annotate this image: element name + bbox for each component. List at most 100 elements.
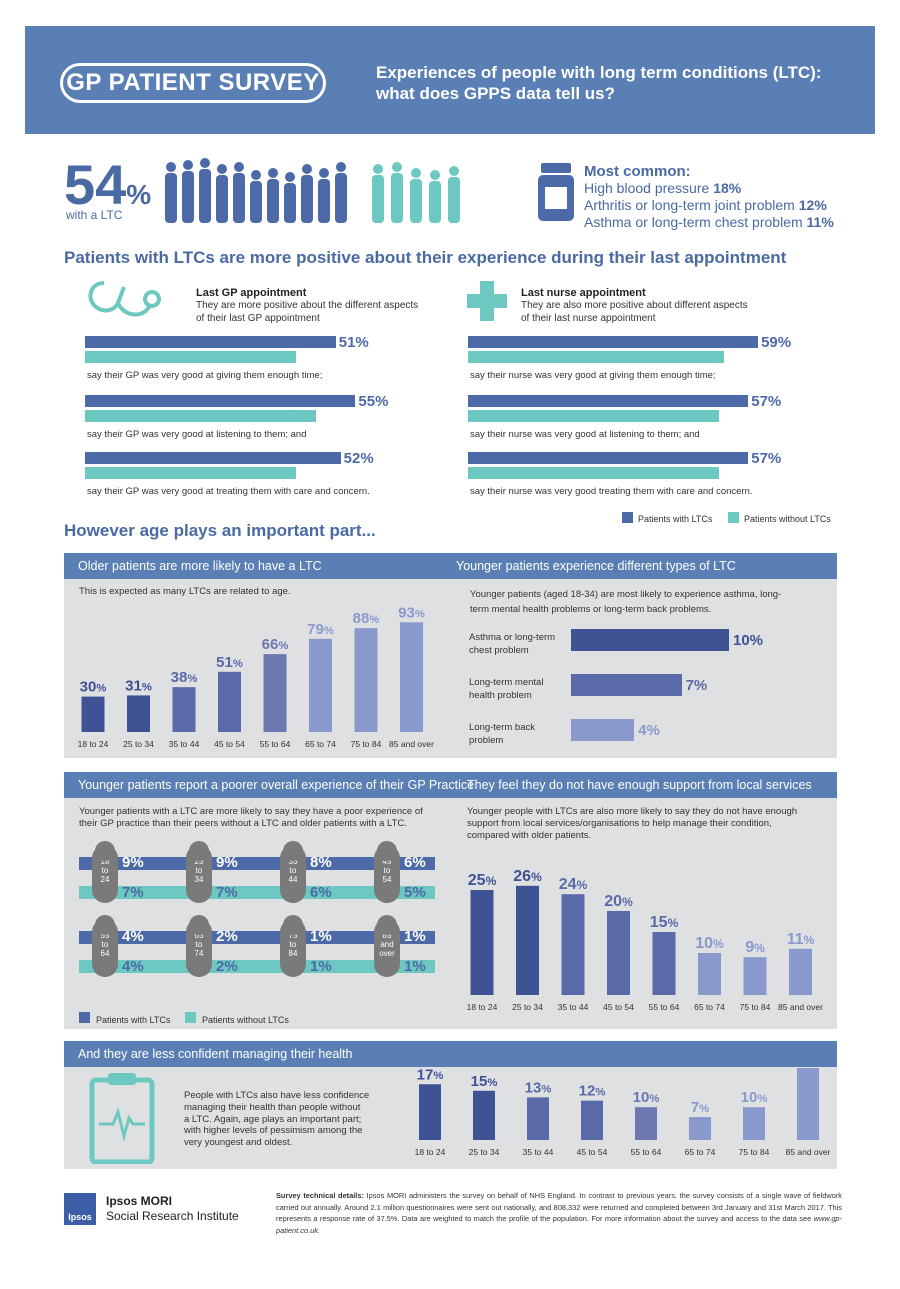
clipboard-heartbeat-icon xyxy=(89,1073,155,1164)
confidence-by-age-chart: 17% 18 to 24 15% 25 to 34 13% 35 to 44 12% 45 t… xyxy=(415,1068,830,1157)
person-icon xyxy=(392,162,402,172)
with-ltc-value: 6% xyxy=(404,854,426,871)
age-label: 18 to 24 xyxy=(467,1002,498,1012)
technical-details: Survey technical details: Ipsos MORI adm… xyxy=(276,1191,842,1235)
age-label: 25 to 34 xyxy=(469,1147,500,1157)
bar-value: 10% xyxy=(741,1089,768,1106)
nurse-section-title: Last nurse appointment xyxy=(521,287,646,299)
without-ltc-value: 6% xyxy=(310,884,332,901)
person-icon xyxy=(200,158,210,168)
ltc-type-bar xyxy=(571,629,729,651)
age-label: 65 to 74 xyxy=(305,739,336,749)
age-bar xyxy=(172,687,196,732)
nurse-section-text: They are also more positive about differ… xyxy=(521,300,748,324)
bar-caption: say their GP was very good at listening … xyxy=(87,429,307,440)
age-label: 55 to 64 xyxy=(649,1002,680,1012)
age-label: 45 to 54 xyxy=(603,1002,634,1012)
gp-section-text: They are more positive about the differe… xyxy=(196,300,419,324)
age-label: 55 to 64 xyxy=(260,739,291,749)
with-ltc-value: 59% xyxy=(761,334,792,351)
ltc-type-value: 4% xyxy=(638,722,660,739)
stethoscope-icon xyxy=(88,281,161,317)
age-bar xyxy=(309,638,332,732)
person-icon xyxy=(318,179,330,223)
bar-value: 26% xyxy=(513,868,542,885)
age-bar xyxy=(470,890,494,995)
without-ltc-bar xyxy=(468,410,719,422)
ltc-type-bar xyxy=(571,719,635,741)
bar-value: 25% xyxy=(468,872,497,889)
age-label: 18 to 24 xyxy=(415,1147,446,1157)
bar-value: 31% xyxy=(125,677,152,694)
with-ltc-value: 1% xyxy=(404,928,426,945)
person-head-icon xyxy=(283,915,303,935)
age-bar xyxy=(516,885,539,995)
with-ltc-bar xyxy=(468,452,749,464)
person-icon xyxy=(449,166,459,176)
bar-value: 88% xyxy=(353,610,380,627)
bar-value: 17% xyxy=(417,1068,444,1083)
age-bar xyxy=(354,628,378,732)
ltc-type-label: Long-term back problem xyxy=(469,722,536,746)
age-label: 85 and over xyxy=(389,739,434,749)
bar-value: 30% xyxy=(80,679,107,696)
person-icon xyxy=(216,175,228,223)
age-bar xyxy=(607,911,630,995)
age-label: 25 to 34 xyxy=(123,739,154,749)
person-head-icon xyxy=(283,841,303,861)
with-ltc-bar xyxy=(85,395,356,407)
person-icon xyxy=(182,171,194,223)
person-head-icon xyxy=(95,841,115,861)
bar-value: 93% xyxy=(398,604,425,621)
most-common-item: Asthma or long-term chest problem 11% xyxy=(584,214,834,230)
age-bar xyxy=(743,957,767,995)
bar-value: 24% xyxy=(559,876,588,893)
with-ltc-value: 9% xyxy=(122,854,144,871)
person-icon xyxy=(217,164,227,174)
age-label: 35 to 44 xyxy=(558,1002,589,1012)
without-ltc-value: 51% xyxy=(688,465,719,482)
person-icon xyxy=(411,168,421,178)
person-icon xyxy=(429,181,441,223)
younger-types-text: Younger patients (aged 18-34) are most l… xyxy=(470,589,782,615)
legend-without-ltc-swatch xyxy=(728,512,739,523)
age-bar xyxy=(473,1090,495,1140)
without-ltc-value: 43% xyxy=(266,349,297,366)
with-ltc-bar xyxy=(85,336,336,348)
bar-value: 13% xyxy=(525,1079,552,1096)
without-ltc-value: 47% xyxy=(286,408,317,425)
age-label: 35 to 44 xyxy=(169,739,200,749)
most-common-item: High blood pressure 18% xyxy=(584,180,742,196)
older-panel-header: Older patients are more likely to have a… xyxy=(64,553,837,579)
with-ltc-value: 4% xyxy=(122,928,144,945)
person-icon xyxy=(183,160,193,170)
bar-caption: say their nurse was very good treating t… xyxy=(470,486,753,497)
person-icon xyxy=(391,173,403,223)
person-icon xyxy=(166,162,176,172)
people-silhouettes-teal-icon xyxy=(372,162,460,223)
bar-value: 15% xyxy=(471,1073,498,1090)
bar-caption: say their GP was very good at treating t… xyxy=(87,486,370,497)
support-panel-text: Younger people with LTCs are also more l… xyxy=(467,806,798,841)
person-icon xyxy=(301,175,313,223)
age-bar xyxy=(689,1117,711,1140)
person-icon xyxy=(268,168,278,178)
older-panel-text: This is expected as many LTCs are relate… xyxy=(79,586,291,597)
with-ltc-value: 8% xyxy=(310,854,332,871)
without-ltc-value: 4% xyxy=(122,958,144,975)
age-label: 75 to 84 xyxy=(739,1147,770,1157)
age-bar xyxy=(561,894,585,995)
person-icon xyxy=(302,164,312,174)
person-head-icon xyxy=(189,841,209,861)
age-bar xyxy=(789,948,812,995)
without-ltc-bar xyxy=(85,351,297,363)
confidence-panel-text: People with LTCs also have less confiden… xyxy=(184,1090,370,1149)
person-icon xyxy=(319,168,329,178)
age-bar xyxy=(81,696,105,732)
person-icon xyxy=(373,164,383,174)
ltc-by-age-chart: 30% 18 to 24 31% 25 to 34 38% 35 to 44 51% 45 t… xyxy=(78,604,434,749)
without-ltc-value: 7% xyxy=(216,884,238,901)
with-ltc-value: 57% xyxy=(751,450,782,467)
with-ltc-bar xyxy=(85,452,341,464)
person-icon xyxy=(372,175,384,223)
